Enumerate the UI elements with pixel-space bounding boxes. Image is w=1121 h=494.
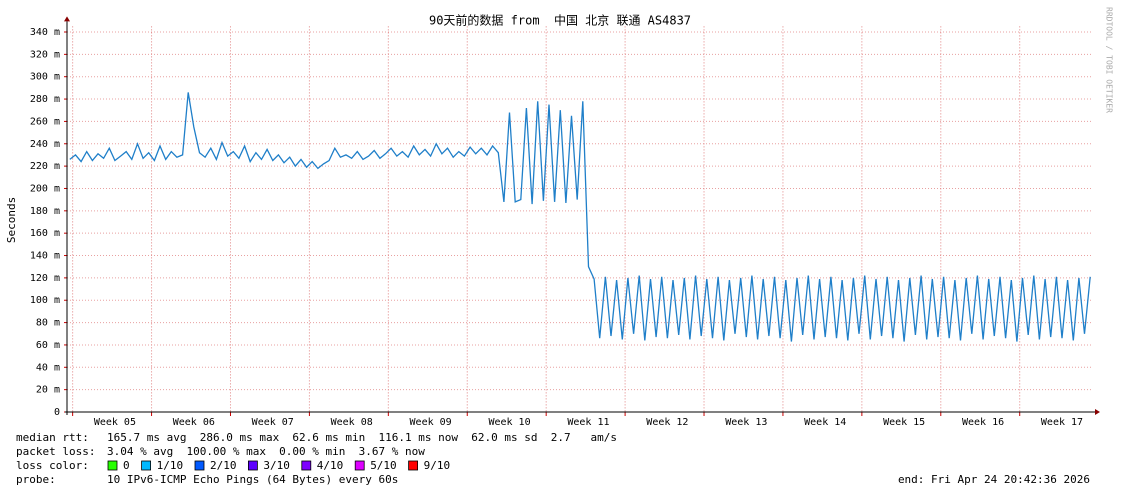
watermark: RRDTOOL / TOBI OETIKER [1105, 7, 1114, 113]
y-tick-label: 60 m [36, 340, 60, 351]
legend-swatch [107, 460, 118, 471]
y-tick-label: 220 m [30, 161, 60, 172]
y-tick-label: 280 m [30, 94, 60, 105]
rtt-line [69, 92, 1091, 342]
y-tick-label: 200 m [30, 183, 60, 194]
y-tick-label: 340 m [30, 27, 60, 38]
x-tick-label: Week 14 [804, 417, 846, 428]
legend-swatch [354, 460, 365, 471]
legend-label: 3/10 [263, 459, 290, 472]
legend-label: 0 [123, 459, 130, 472]
end-time: end: Fri Apr 24 20:42:36 2026 [898, 473, 1090, 486]
plot-area: 0 20 m 40 m 60 m 80 m 100 m 120 m 140 m 160 m 180… [30, 16, 1100, 428]
legend-swatch [301, 460, 312, 471]
stats-label: probe: [16, 473, 56, 486]
x-tick-label: Week 12 [646, 417, 688, 428]
y-tick-label: 300 m [30, 72, 60, 83]
y-tick-label: 120 m [30, 273, 60, 284]
axis-arrow [64, 16, 70, 22]
y-tick-label: 140 m [30, 251, 60, 262]
x-tick-label: Week 13 [725, 417, 767, 428]
x-tick-label: Week 11 [567, 417, 609, 428]
y-tick-label: 20 m [36, 385, 60, 396]
y-tick-label: 100 m [30, 295, 60, 306]
x-tick-label: Week 17 [1041, 417, 1083, 428]
legend-label: 9/10 [424, 459, 451, 472]
chart-title: 90天前的数据 from 中国 北京 联通 AS4837 [429, 13, 691, 28]
y-tick-label: 40 m [36, 362, 60, 373]
x-tick-label: Week 05 [94, 417, 136, 428]
legend-swatch [247, 460, 258, 471]
stats-text: 10 IPv6-ICMP Echo Pings (64 Bytes) every… [107, 473, 398, 486]
legend-label: 5/10 [370, 459, 397, 472]
x-tick-label: Week 15 [883, 417, 925, 428]
y-tick-label: 240 m [30, 139, 60, 150]
y-tick-label: 320 m [30, 49, 60, 60]
x-tick-label: Week 07 [252, 417, 294, 428]
y-tick-label: 180 m [30, 206, 60, 217]
x-tick-label: Week 06 [173, 417, 215, 428]
legend-label: 2/10 [210, 459, 237, 472]
legend-swatch [408, 460, 419, 471]
legend-label: 1/10 [157, 459, 184, 472]
stats-text: 165.7 ms avg 286.0 ms max 62.6 ms min 11… [107, 431, 617, 444]
stats-label: loss color: [16, 459, 89, 472]
legend-swatch [194, 460, 205, 471]
stats-text: 3.04 % avg 100.00 % max 0.00 % min 3.67 … [107, 445, 425, 458]
y-tick-label: 0 [54, 407, 60, 418]
y-axis-label: Seconds [5, 197, 18, 243]
x-tick-label: Week 16 [962, 417, 1004, 428]
stats-label: median rtt: [16, 431, 89, 444]
y-tick-label: 260 m [30, 116, 60, 127]
x-tick-label: Week 08 [331, 417, 373, 428]
axis-arrow [1095, 409, 1100, 415]
legend-label: 4/10 [317, 459, 344, 472]
x-tick-label: Week 09 [410, 417, 452, 428]
x-tick-label: Week 10 [488, 417, 530, 428]
legend-swatch [141, 460, 152, 471]
y-tick-label: 160 m [30, 228, 60, 239]
y-tick-label: 80 m [36, 318, 60, 329]
plot-background [67, 26, 1093, 412]
stats-label: packet loss: [16, 445, 95, 458]
